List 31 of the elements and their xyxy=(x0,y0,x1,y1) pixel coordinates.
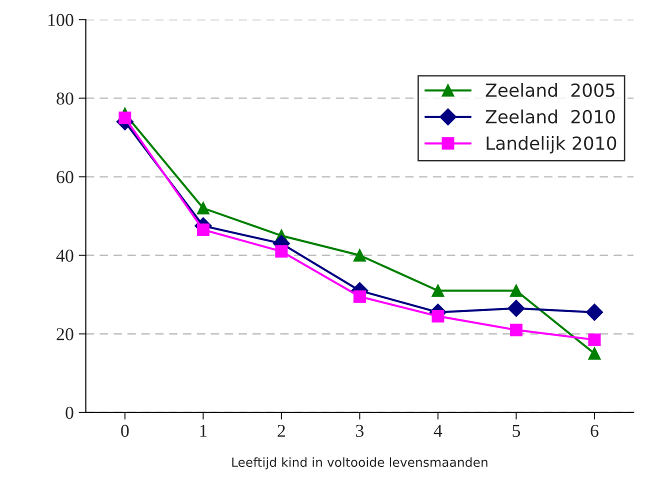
point xyxy=(196,224,210,236)
y-tick-label: 100 xyxy=(48,14,74,26)
x-tick-label: 0 xyxy=(121,424,129,437)
x-axis-title: Leeftijd kind in voltooide levensmaanden xyxy=(232,457,488,470)
legend-label: Zeeland 2010 xyxy=(486,110,615,124)
x-tick-label: 6 xyxy=(590,424,598,437)
point xyxy=(118,112,132,124)
legend-label: Zeeland 2005 xyxy=(486,83,614,97)
y-tick-label: 40 xyxy=(56,250,74,262)
y-tick-label: 60 xyxy=(56,171,74,184)
y-tick-label: 20 xyxy=(56,328,74,340)
point xyxy=(508,300,525,317)
x-tick-label: 2 xyxy=(278,424,285,437)
x-tick-label: 3 xyxy=(356,424,364,437)
point xyxy=(432,310,444,322)
y-tick-label: 0 xyxy=(66,406,74,419)
x-tick-label: 1 xyxy=(200,424,207,437)
point xyxy=(353,249,366,262)
point xyxy=(510,284,522,297)
point xyxy=(588,347,601,360)
point xyxy=(586,304,604,321)
point xyxy=(588,334,601,346)
x-tick-label: 5 xyxy=(512,424,520,437)
point xyxy=(432,284,444,297)
legend-label: Landelijk 2010 xyxy=(486,136,616,154)
x-tick-label: 4 xyxy=(434,424,442,437)
point xyxy=(510,324,522,336)
point xyxy=(196,202,210,214)
point xyxy=(275,245,288,258)
point xyxy=(353,290,366,303)
y-tick-label: 80 xyxy=(56,92,74,105)
